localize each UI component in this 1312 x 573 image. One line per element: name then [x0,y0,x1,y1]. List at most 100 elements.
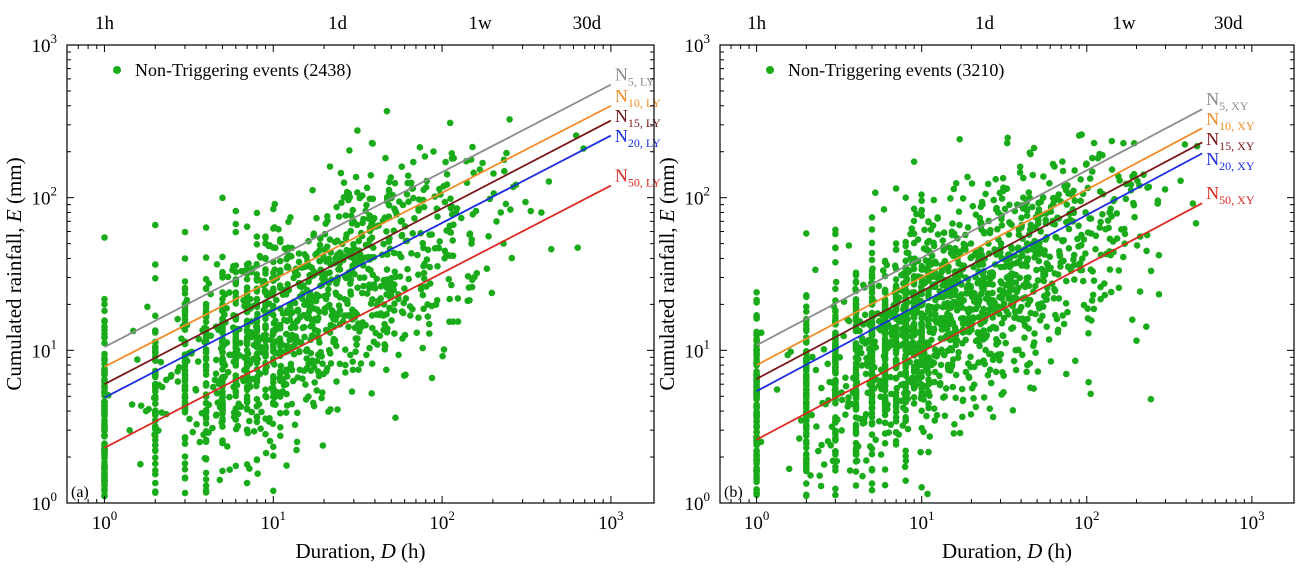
panel-a-scatter-point [366,284,373,292]
panel-b-scatter-point [1016,163,1024,171]
panel-a-scatter-point [470,169,477,177]
panel-a-scatter-point [367,172,375,179]
panel-b-scatter-point [846,467,854,474]
panel-b-scatter-point [773,386,781,393]
panel-b-scatter-point [998,222,1006,229]
panel-b-scatter-point [1060,320,1068,328]
panel-a-scatter-point [442,158,449,166]
panel-b-scatter-point [862,338,870,346]
panel-a-scatter-point [241,354,248,361]
panel-b-scatter-point [868,239,876,247]
panel-b-scatter-point [992,175,999,183]
panel-b-scatter-point [892,441,900,448]
panel-a-scatter-point [254,333,262,341]
panel-a-scatter-point [202,254,210,261]
panel-a-scatter-point [200,431,207,439]
panel-a-scatter-point [385,238,393,245]
panel-b-scatter-point [803,303,810,311]
panel-a-scatter-point [252,323,260,331]
panel-a-scatter-point [502,200,510,208]
panel-b-scatter-point [902,194,909,201]
panel-a-scatter-point [323,365,331,372]
panel-a-scatter-point [202,407,210,414]
panel-a-scatter-point [243,479,251,487]
panel-b-top-tick-label: 30d [1214,13,1243,34]
panel-a-scatter-point [314,368,322,375]
panel-b-scatter-point [1161,186,1169,193]
panel-b-scatter-point [818,441,825,449]
panel-b-scatter-point [1008,243,1015,251]
panel-a-scatter-point [420,203,428,211]
panel-b-scatter-point [910,158,918,165]
panel-a-scatter-point [415,196,423,203]
panel-a-x-tick-label: 100 [92,508,118,534]
panel-b-scatter-point [1034,277,1042,284]
panel-a-scatter-point [152,460,159,468]
panel-b-x-axis-title: Duration, D (h) [942,539,1072,563]
panel-a-scatter-point [476,166,484,173]
panel-a-scatter-point [301,333,308,341]
panel-b-scatter-point [983,332,991,339]
panel-a-scatter-point [349,366,357,374]
panel-b-scatter-point [871,364,878,371]
panel-a-scatter-point [404,265,411,273]
panel-b-scatter-point [868,214,876,221]
panel-b-scatter-point [820,346,828,353]
panel-a-scatter-point [293,318,301,325]
panel-b-scatter-point [918,191,925,198]
panel-a-scatter-point [507,206,514,213]
panel-a-scatter-point [358,289,366,297]
panel-b-scatter-point [910,367,918,374]
panel-b-scatter-point [1020,194,1027,201]
panel-b-scatter-point [947,277,954,284]
panel-a-scatter-point [296,348,303,355]
panel-a-top-tick-label: 1h [95,13,115,34]
panel-a-scatter-point [253,354,261,362]
panel-b-scatter-point [1072,357,1079,365]
panel-b-scatter-point [1006,201,1013,209]
panel-b-scatter-point [995,338,1002,346]
panel-b-scatter-point [832,358,839,366]
panel-b-scatter-point [948,228,956,235]
panel-b-scatter-point [796,435,803,442]
panel-a-scatter-point [331,238,339,246]
panel-a-scatter-point [226,466,233,474]
panel-b-scatter-point [1088,317,1095,324]
panel-b-scatter-point [881,312,889,320]
panel-b-scatter-point [1000,314,1008,322]
panel-b-scatter-point [1143,247,1150,255]
panel-a-scatter-point [311,379,319,386]
panel-b-scatter-point [1118,226,1125,233]
panel-a-scatter-point [226,289,233,296]
panel-b-scatter-point [872,189,879,196]
panel-b-scatter-point [875,282,883,290]
panel-b-scatter-point [1051,286,1058,293]
panel-a-scatter-point [271,266,279,274]
panel-a-scatter-point [168,371,175,379]
panel-b-scatter-point [992,368,1000,376]
panel-a-scatter-point [271,224,278,231]
panel-a-scatter-point [219,307,226,315]
panel-b-scatter-point [1001,205,1009,213]
panel-a-scatter-point [398,308,406,315]
panel-a-scatter-point [345,190,353,197]
panel-b-scatter-point [924,239,931,246]
panel-b-scatter-point [1071,197,1079,204]
panel-b-y-axis-title: Cumulated rainfall, E (mm) [655,157,679,390]
panel-a-scatter-point [313,306,321,313]
panel-a-scatter-point [219,194,226,202]
panel-b-threshold-10-label: N10, XY [1206,109,1255,133]
panel-a-scatter-point [319,360,326,368]
panel-b-scatter-point [936,272,944,280]
panel-a-top-tick-label: 30d [573,13,602,34]
panel-a-scatter-point [395,351,402,359]
panel-b-scatter-point [1181,141,1189,148]
panel-a-scatter-point [383,266,391,273]
panel-a-scatter-point [302,381,309,388]
panel-a-scatter-point [422,184,430,191]
panel-b-scatter-point [964,224,972,231]
panel-b-scatter-point [969,202,977,210]
panel-b-scatter-point [892,408,900,416]
panel-a-scatter-point [101,354,108,362]
panel-b-scatter-point [994,226,1001,233]
